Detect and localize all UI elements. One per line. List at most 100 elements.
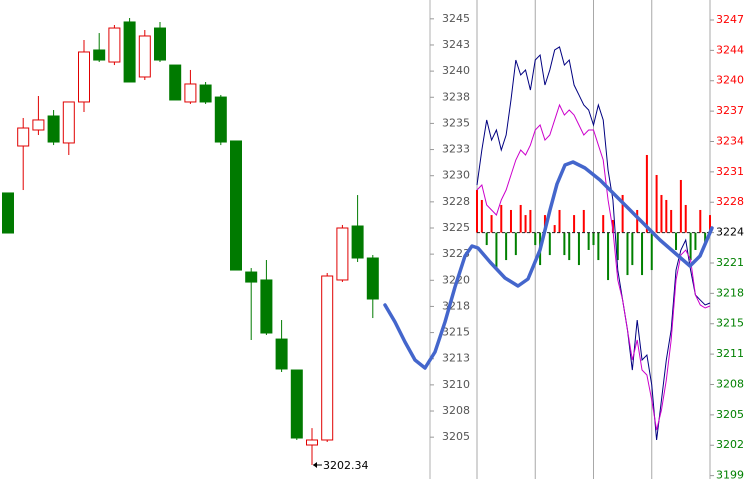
y2-tick-label: 3211 [716, 347, 744, 360]
y-tick-label: 3230 [442, 169, 470, 182]
y2-tick-label: 3218 [716, 286, 744, 299]
annotation-arrowhead [313, 461, 317, 468]
flow-bar [684, 204, 687, 233]
y2-tick-label: 3215 [716, 317, 744, 330]
candle-body [62, 101, 75, 144]
flow-bar [490, 215, 493, 233]
candle-body [321, 275, 334, 441]
y-tick-label: 3215 [442, 326, 470, 339]
flow-bar [563, 232, 566, 256]
flow-bar [679, 179, 682, 233]
candle-body [47, 115, 60, 143]
candle-body [138, 35, 151, 78]
y-tick-label: 3225 [442, 221, 470, 234]
y-tick-label: 3210 [442, 378, 470, 391]
y2-tick-label: 3237 [716, 104, 744, 117]
flow-bar [476, 189, 478, 233]
candle-body [184, 83, 197, 103]
candle-body [32, 119, 45, 131]
y-tick-label: 3238 [442, 90, 470, 103]
y2-tick-label: 3244 [716, 43, 744, 56]
y-tick-label: 3243 [442, 38, 470, 51]
flow-bar [524, 215, 527, 233]
candle-body [260, 279, 273, 334]
candle-body [78, 51, 90, 103]
y-tick-label: 3245 [442, 12, 470, 25]
flow-bar [670, 209, 673, 233]
candle-body [366, 257, 379, 300]
flow-bar [689, 232, 692, 261]
y-tick-label: 3235 [442, 116, 470, 129]
annotation-label: 3202.34 [323, 459, 369, 472]
y-tick-label: 3208 [442, 404, 470, 417]
flow-bar [505, 232, 508, 261]
flow-bar [509, 209, 512, 233]
candle-body [290, 369, 303, 439]
candle-body [336, 227, 349, 281]
candle-body [275, 338, 288, 370]
y2-tick-label: 3208 [716, 377, 744, 390]
candle-body [214, 96, 227, 143]
y2-tick-label: 3234 [716, 134, 744, 147]
candle-body [306, 439, 318, 446]
candle-body [199, 84, 212, 103]
y2-tick-label: 3202 [716, 438, 744, 451]
flow-bar [519, 204, 522, 233]
y2-tick-label: 3231 [716, 165, 744, 178]
y2-tick-label: 3247 [716, 13, 744, 26]
flow-bar [582, 209, 585, 233]
candle-body [351, 225, 364, 259]
candle-body [245, 271, 258, 283]
y-tick-label: 3205 [442, 430, 470, 443]
y-tick-label: 3240 [442, 64, 470, 77]
flow-bar [704, 232, 707, 246]
candle-body [2, 192, 14, 234]
flow-bar [553, 225, 556, 233]
flow-bar [602, 215, 605, 233]
candle-body [108, 27, 121, 63]
flow-bar [709, 215, 711, 233]
y2-tick-label: 3228 [716, 195, 744, 208]
flow-bar [514, 232, 517, 256]
flow-bar [626, 232, 629, 276]
flow-bar [587, 232, 590, 250]
flow-bar [645, 154, 648, 233]
flow-bar [558, 209, 561, 233]
flow-bar [631, 232, 634, 266]
y2-tick-label: 3221 [716, 256, 744, 269]
flow-bar [660, 194, 663, 233]
candle-body [17, 127, 30, 147]
flow-bar [573, 215, 576, 233]
flow-bar [480, 199, 483, 233]
candle-body [123, 21, 136, 83]
flow-bar [694, 232, 697, 250]
y2-tick-label: 3199 [716, 469, 744, 479]
candle-body [169, 64, 182, 101]
y-tick-label: 3228 [442, 195, 470, 208]
flow-bar [616, 232, 619, 261]
flow-bar [568, 232, 571, 261]
price-line [476, 46, 711, 441]
flow-bar [641, 232, 644, 276]
y2-tick-label: 3224 [716, 226, 744, 239]
flow-bar [607, 232, 610, 281]
drawn-trend-curve [383, 160, 714, 370]
flow-bar [485, 232, 488, 246]
y2-tick-label: 3205 [716, 408, 744, 421]
flow-bar [597, 232, 600, 261]
flow-bar [611, 219, 614, 233]
y-tick-label: 3218 [442, 299, 470, 312]
flow-bar [655, 174, 658, 233]
flow-bar [577, 232, 580, 266]
flow-bar [548, 232, 551, 256]
flow-bar [500, 204, 503, 233]
flow-bar [636, 209, 639, 233]
flow-bar [529, 209, 532, 233]
candle-body [93, 49, 106, 61]
flow-bar [534, 232, 537, 246]
flow-bar [621, 194, 624, 233]
y-tick-label: 3213 [442, 352, 470, 365]
